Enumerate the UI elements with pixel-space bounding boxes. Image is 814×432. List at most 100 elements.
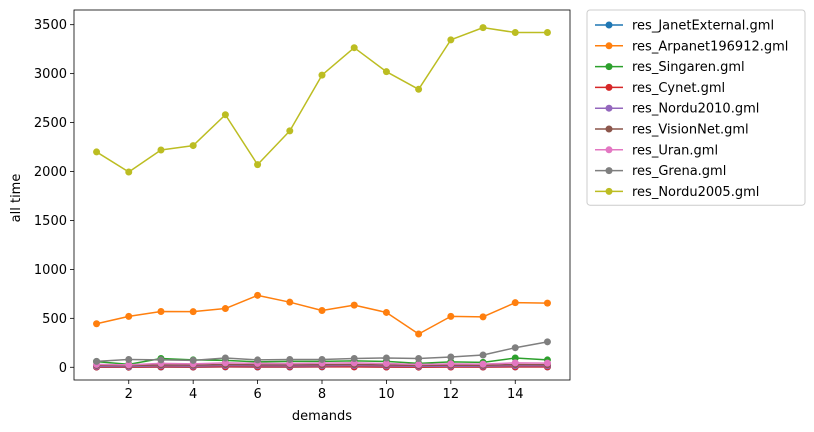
- legend: res_JanetExternal.gml res_Arpanet196912.g…: [586, 9, 806, 206]
- data-point: [479, 351, 487, 359]
- data-point: [286, 355, 294, 363]
- x-tick-label: 8: [318, 387, 326, 402]
- legend-swatch-marker: [605, 21, 613, 29]
- series-2: [93, 291, 551, 338]
- data-point: [93, 320, 101, 328]
- y-tick-label: 3500: [34, 18, 67, 33]
- legend-label: res_Nordu2010.gml: [632, 102, 759, 117]
- data-point: [157, 307, 165, 315]
- data-point: [350, 301, 358, 309]
- y-tick-label: 1000: [34, 263, 67, 278]
- legend-label: res_Arpanet196912.gml: [632, 39, 788, 54]
- data-point: [479, 360, 487, 368]
- data-point: [125, 312, 133, 320]
- y-tick-label: 3000: [34, 67, 67, 82]
- legend-label: res_Nordu2005.gml: [632, 185, 759, 200]
- data-point: [479, 313, 487, 321]
- legend-label: res_VisionNet.gml: [632, 123, 749, 138]
- data-point: [415, 85, 423, 93]
- data-point: [254, 356, 262, 364]
- data-point: [511, 299, 519, 307]
- legend-swatch-marker: [605, 42, 613, 50]
- data-point: [415, 330, 423, 338]
- data-point: [382, 354, 390, 362]
- legend-entry: res_VisionNet.gml: [595, 123, 749, 138]
- data-point: [189, 308, 197, 316]
- x-tick-label: 2: [125, 387, 133, 402]
- legend-swatch-marker: [605, 125, 613, 133]
- data-point: [221, 305, 229, 313]
- data-point: [543, 299, 551, 307]
- data-point: [543, 359, 551, 367]
- data-point: [286, 298, 294, 306]
- data-point: [157, 146, 165, 154]
- data-point: [286, 127, 294, 135]
- data-point: [543, 338, 551, 346]
- x-tick-label: 12: [443, 387, 460, 402]
- plot-frame: [73, 9, 571, 381]
- legend-swatch-marker: [605, 187, 613, 195]
- x-axis-label: demands: [292, 409, 352, 424]
- legend-label: res_Uran.gml: [632, 143, 718, 158]
- legend-swatch-marker: [605, 146, 613, 154]
- data-point: [254, 161, 262, 169]
- data-point: [189, 356, 197, 364]
- data-point: [125, 168, 133, 176]
- legend-entry: res_Arpanet196912.gml: [595, 39, 788, 54]
- legend-swatch-marker: [605, 83, 613, 91]
- data-point: [382, 68, 390, 76]
- legend-entry: res_Cynet.gml: [595, 81, 725, 96]
- legend-label: res_JanetExternal.gml: [632, 19, 774, 34]
- legend-label: res_Singaren.gml: [632, 60, 745, 75]
- legend-label: res_Cynet.gml: [632, 81, 725, 96]
- data-point: [254, 291, 262, 299]
- legend-entry: res_JanetExternal.gml: [595, 19, 774, 34]
- y-tick-label: 1500: [34, 214, 67, 229]
- data-point: [221, 111, 229, 119]
- data-point: [479, 24, 487, 32]
- data-point: [350, 44, 358, 52]
- data-point: [221, 354, 229, 362]
- legend-entry: res_Singaren.gml: [595, 60, 745, 75]
- data-point: [511, 344, 519, 352]
- legend-entry: res_Grena.gml: [595, 164, 726, 179]
- data-point: [382, 360, 390, 368]
- x-tick-label: 14: [507, 387, 524, 402]
- series-9: [93, 24, 551, 176]
- data-point: [318, 307, 326, 314]
- y-tick-label: 0: [59, 361, 67, 376]
- data-point: [511, 29, 519, 37]
- data-point: [415, 361, 423, 369]
- data-point: [189, 142, 197, 150]
- axes-layer: 2 4 6 8 10 12 14 0 500 1000 1500 2000 2500 3000 3500: [34, 9, 571, 402]
- data-point: [543, 29, 551, 37]
- y-tick-label: 500: [42, 312, 67, 327]
- data-point: [382, 308, 390, 316]
- data-point: [447, 312, 455, 320]
- legend-entry: res_Uran.gml: [595, 143, 718, 158]
- data-point: [221, 359, 229, 367]
- x-tick-label: 10: [378, 387, 395, 402]
- x-tick-label: 4: [189, 387, 197, 402]
- legend-label: res_Grena.gml: [632, 164, 726, 179]
- data-point: [415, 354, 423, 362]
- legend-entry: res_Nordu2005.gml: [595, 185, 759, 200]
- data-point: [447, 36, 455, 44]
- data-point: [447, 353, 455, 361]
- data-point: [93, 148, 101, 156]
- data-point: [93, 357, 101, 365]
- legend-entry: res_Nordu2010.gml: [595, 102, 759, 117]
- y-tick-label: 2000: [34, 165, 67, 180]
- data-point: [511, 359, 519, 367]
- data-point: [511, 354, 519, 362]
- series-line: [96, 294, 548, 335]
- y-axis-label: all time: [9, 174, 24, 223]
- y-tick-label: 2500: [34, 116, 67, 131]
- data-point: [157, 356, 165, 364]
- legend-box: [586, 9, 806, 206]
- data-point: [318, 71, 326, 79]
- data-point: [125, 355, 133, 363]
- data-point: [350, 354, 358, 362]
- legend-swatch-marker: [605, 104, 613, 112]
